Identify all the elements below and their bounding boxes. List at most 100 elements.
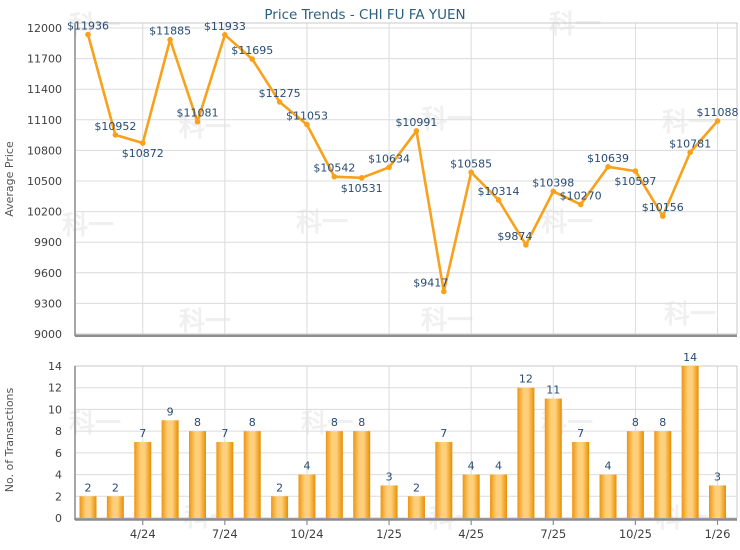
price-data-label: $11088 [697, 106, 739, 119]
price-line-point [577, 201, 584, 208]
transaction-bar [490, 474, 508, 518]
transaction-bar [134, 442, 152, 518]
chart-title: Price Trends - CHI FU FA YUEN [264, 7, 465, 23]
transaction-bar [298, 474, 316, 518]
bar-data-label: 7 [221, 427, 228, 440]
price-line-point [659, 213, 666, 219]
watermark-text: 科一 [664, 300, 716, 330]
price-line-point [167, 36, 173, 43]
y-tick-label: 10500 [27, 175, 62, 188]
price-data-label: $9874 [497, 230, 532, 243]
bar-data-label: 2 [85, 481, 92, 494]
price-line-point [222, 32, 228, 38]
bar-data-label: 2 [276, 481, 283, 494]
price-data-label: $10542 [313, 162, 355, 175]
transaction-bar [353, 431, 371, 518]
price-line-point [85, 31, 91, 38]
x-tick-label: 4/24 [130, 527, 156, 541]
price-data-label: $11936 [67, 20, 109, 33]
watermark-text: 科一 [179, 307, 231, 337]
y-tick-label: 9000 [34, 328, 62, 341]
price-line-point [714, 118, 721, 124]
y-tick-label: 8 [55, 425, 62, 438]
bar-data-label: 9 [167, 405, 174, 418]
y-tick-label: 12 [48, 382, 62, 395]
price-line-point [632, 168, 639, 174]
transaction-bar [161, 420, 179, 518]
y-tick-label: 10800 [27, 144, 62, 157]
price-line-point [249, 56, 256, 62]
y-tick-label: 10200 [27, 206, 62, 219]
watermark-text: 科一 [69, 11, 121, 41]
bar-data-label: 3 [714, 470, 721, 483]
price-line-point [550, 188, 557, 195]
transaction-bar [709, 485, 727, 518]
price-line-point [276, 99, 283, 105]
price-line-point [605, 164, 611, 170]
price-data-label: $11275 [259, 87, 301, 100]
price-line-point [112, 132, 119, 138]
price-data-label: $10634 [368, 152, 410, 165]
price-data-label: $10781 [669, 137, 711, 150]
price-line-point [139, 140, 146, 146]
price-data-label: $11053 [286, 110, 328, 123]
transaction-bar [325, 431, 343, 518]
x-tick-label: 4/25 [458, 527, 484, 541]
transaction-bar [572, 442, 590, 518]
bar-data-label: 4 [468, 460, 475, 473]
transaction-bar [407, 496, 425, 518]
x-tick-label: 7/25 [540, 527, 566, 541]
y-tick-label: 12000 [27, 22, 62, 35]
avg-price-axis-title: Average Price [3, 141, 16, 217]
transaction-bar [681, 366, 699, 518]
y-tick-label: 6 [55, 447, 62, 460]
transaction-bar [106, 496, 124, 518]
watermark-text: 科一 [296, 208, 348, 238]
price-data-label: $11695 [231, 44, 273, 57]
y-tick-label: 9900 [34, 236, 62, 249]
price-line-point [495, 197, 502, 203]
price-data-label: $10398 [532, 176, 574, 189]
bar-data-label: 8 [194, 416, 201, 429]
price-line-point [358, 175, 365, 181]
y-tick-label: 10 [48, 403, 62, 416]
bar-data-label: 8 [249, 416, 256, 429]
x-tick-label: 7/24 [212, 527, 238, 541]
watermark-text: 科一 [541, 208, 593, 238]
y-tick-label: 11400 [27, 83, 62, 96]
price-line-point [523, 242, 529, 248]
price-data-label: $11885 [149, 25, 191, 38]
bar-data-label: 8 [358, 416, 365, 429]
transaction-bar [435, 442, 453, 518]
price-data-label: $11933 [204, 20, 246, 33]
transaction-bar [271, 496, 289, 518]
x-tick-label: 10/24 [290, 527, 323, 541]
price-data-label: $10585 [450, 157, 492, 170]
bar-data-label: 11 [546, 384, 560, 397]
watermark-text: 科一 [421, 306, 473, 336]
transaction-bar [544, 398, 562, 518]
price-data-label: $10872 [122, 147, 164, 160]
bar-data-label: 8 [331, 416, 338, 429]
transaction-bar [243, 431, 261, 518]
y-tick-label: 11700 [27, 53, 62, 66]
transactions-bar-chart: 0 2 4 6 8 10 12 14 2 2 7 9 8 7 8 2 4 8 8 3 2 7 4 4 12 11 7 4 8 8 14 3 4/… [48, 351, 738, 541]
transaction-bar [380, 485, 398, 518]
price-line-point [687, 149, 693, 156]
price-line-point [386, 164, 392, 171]
y-tick-label: 14 [48, 360, 62, 373]
bar-data-label: 7 [139, 427, 146, 440]
price-data-label: $10952 [94, 120, 136, 133]
x-tick-label: 1/25 [376, 527, 402, 541]
transaction-bar [79, 496, 97, 518]
price-data-label: $10639 [587, 152, 629, 165]
price-line-point [441, 288, 447, 295]
x-tick-label: 1/26 [705, 527, 731, 541]
transactions-axis-title: No. of Transactions [3, 387, 16, 492]
price-data-label: $11081 [176, 107, 218, 120]
transaction-bar [188, 431, 206, 518]
bar-data-label: 14 [683, 351, 697, 364]
price-data-label: $10156 [642, 201, 684, 214]
